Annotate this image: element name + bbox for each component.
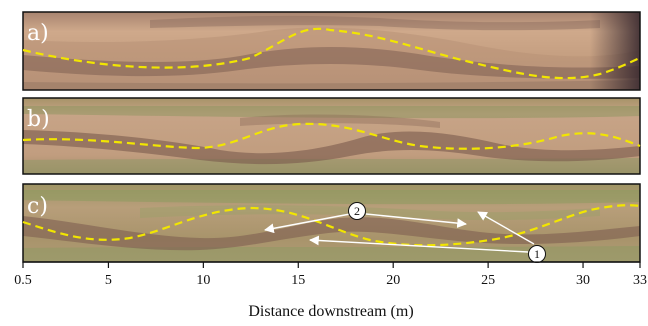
panel-a: a) [22, 11, 641, 91]
x-tick-label-2: 10 [196, 273, 210, 288]
thalweg-line-a [22, 27, 641, 80]
panel-label-b: b) [27, 107, 50, 132]
panel-b-image [23, 98, 640, 174]
thalweg-line-c [22, 204, 641, 247]
x-tick-label-4: 20 [386, 273, 400, 288]
panel-label-a: a) [27, 21, 49, 46]
x-axis-title: Distance downstream (m) [248, 303, 413, 320]
panel-label-c: c) [27, 194, 48, 219]
x-tick-label-5: 25 [481, 273, 495, 288]
callout-1-marker: 1 [528, 245, 546, 263]
panel-a-image [23, 12, 640, 90]
x-tick-label-0: 0.5 [14, 273, 32, 288]
panel-c-image [23, 184, 640, 262]
callout-2-label: 2 [354, 204, 360, 218]
x-tick-label-6: 30 [576, 273, 590, 288]
panel-b-frame [22, 97, 641, 175]
callout-2-arrows [264, 213, 467, 234]
x-tick-label-7: 33 [633, 273, 647, 288]
panel-b: b) [22, 97, 641, 175]
thalweg-line-b [22, 122, 641, 150]
x-tick-label-1: 5 [105, 273, 112, 288]
x-tick-label-3: 15 [291, 273, 305, 288]
x-axis: 0.5 5 10 15 20 25 30 33 Distance downstream (m) [14, 261, 647, 320]
panel-c: c) 2 1 [22, 183, 641, 263]
x-axis-ticks: 0.5 5 10 15 20 25 30 33 [14, 262, 647, 288]
callout-1-label: 1 [534, 247, 540, 261]
callout-1-arrows [309, 211, 535, 253]
callout-2-marker: 2 [348, 202, 366, 220]
